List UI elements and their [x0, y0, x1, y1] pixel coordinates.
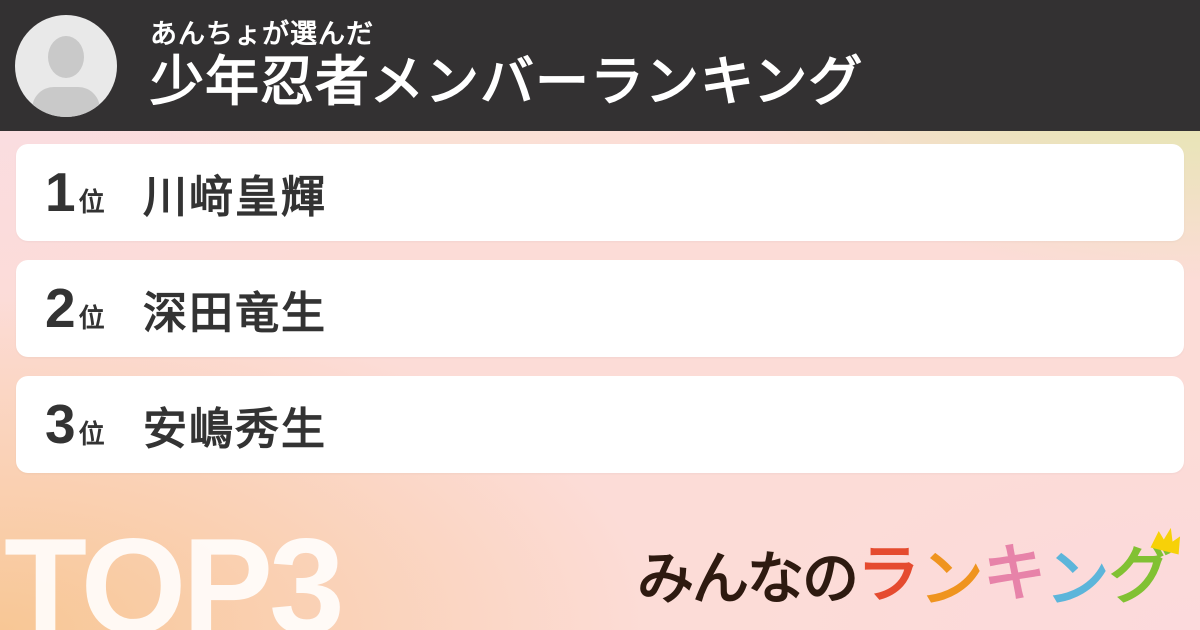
rank-badge: 3 位 [45, 397, 117, 452]
rank-suffix: 位 [78, 419, 105, 449]
header-text: あんちょが選んだ 少年忍者メンバーランキング [150, 18, 863, 114]
avatar-person-head-icon [48, 35, 84, 78]
logo-last-char: グ [1109, 541, 1172, 611]
ranking-row-2: 2 位 深田竜生 [16, 260, 1184, 357]
avatar-person-body-icon [32, 86, 100, 117]
logo-colored-char: グ [1109, 527, 1181, 612]
logo-colored-char: ラ [857, 540, 920, 610]
user-avatar [15, 14, 117, 117]
logo-prefix-text: みんなの [637, 547, 859, 611]
site-logo: みんなの ラ ン キ ン グ [637, 527, 1181, 617]
ranking-row-3: 3 位 安嶋秀生 [16, 376, 1184, 473]
page-title: 少年忍者メンバーランキング [150, 52, 864, 113]
top3-watermark: TOP3 [4, 510, 345, 630]
logo-colored-char: ン [918, 543, 985, 617]
logo-colored-char: ン [1044, 543, 1111, 617]
member-name: 深田竜生 [143, 288, 327, 338]
rank-suffix: 位 [78, 303, 105, 333]
member-name: 安嶋秀生 [143, 404, 327, 454]
rank-badge: 2 位 [45, 281, 117, 336]
ranking-row-1: 1 位 川﨑皇輝 [16, 144, 1184, 241]
ranking-list: 1 位 川﨑皇輝 2 位 深田竜生 3 位 安嶋秀生 [0, 144, 1200, 473]
header: あんちょが選んだ 少年忍者メンバーランキング [0, 0, 1200, 131]
rank-number: 2 [45, 277, 76, 339]
ranking-author-label: あんちょが選んだ [150, 18, 374, 49]
rank-number: 1 [45, 161, 76, 223]
crown-icon [1150, 527, 1181, 555]
member-name: 川﨑皇輝 [143, 172, 327, 222]
rank-number: 3 [45, 393, 76, 455]
logo-colored-char: キ [983, 539, 1046, 609]
rank-suffix: 位 [78, 187, 105, 217]
rank-badge: 1 位 [45, 165, 117, 220]
